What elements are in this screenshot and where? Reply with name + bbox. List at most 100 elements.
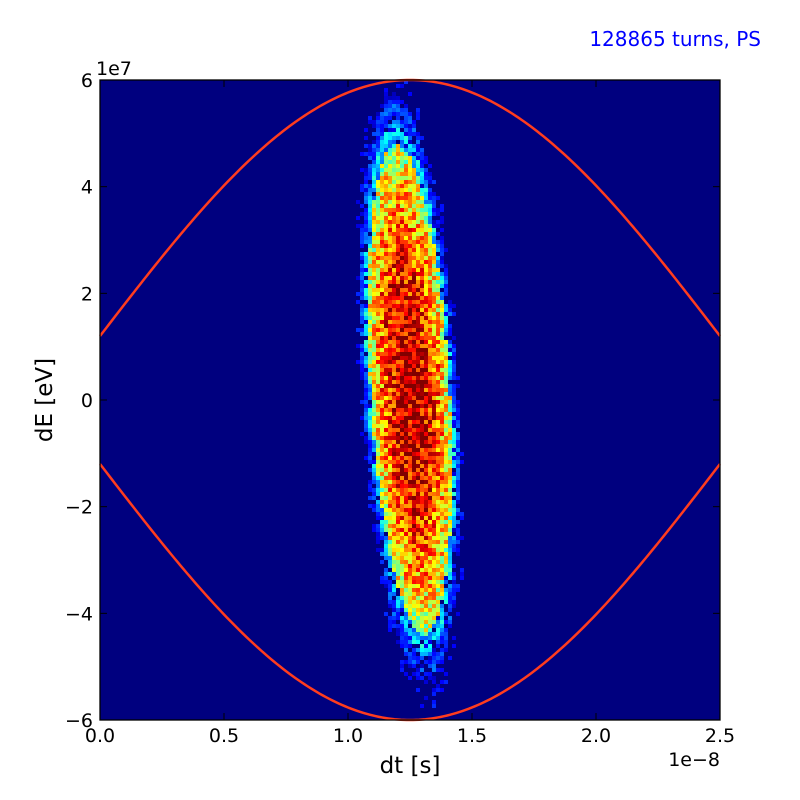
heatmap-cell <box>404 112 408 116</box>
heatmap-cell <box>404 240 408 244</box>
heatmap-cell <box>384 544 388 548</box>
heatmap-cell <box>388 588 392 592</box>
heatmap-cell <box>416 308 420 312</box>
heatmap-cell <box>424 220 428 224</box>
heatmap-cell <box>444 408 448 412</box>
heatmap-cell <box>380 316 384 320</box>
heatmap-cell <box>416 316 420 320</box>
heatmap-cell <box>416 660 420 664</box>
heatmap-cell <box>396 264 400 268</box>
heatmap-cell <box>384 200 388 204</box>
heatmap-cell <box>416 152 420 156</box>
heatmap-cell <box>384 572 388 576</box>
heatmap-cell <box>408 436 412 440</box>
heatmap-cell <box>388 436 392 440</box>
heatmap-cell <box>424 480 428 484</box>
heatmap-cell <box>384 456 388 460</box>
heatmap-cell <box>392 200 396 204</box>
heatmap-cell <box>376 468 380 472</box>
heatmap-cell <box>404 224 408 228</box>
heatmap-cell <box>396 576 400 580</box>
heatmap-cell <box>372 256 376 260</box>
heatmap-cell <box>400 176 404 180</box>
heatmap-cell <box>356 276 360 280</box>
heatmap-cell <box>380 244 384 248</box>
heatmap-cell <box>404 160 408 164</box>
heatmap-cell <box>436 488 440 492</box>
heatmap-cell <box>436 284 440 288</box>
heatmap-cell <box>392 304 396 308</box>
heatmap-cell <box>392 284 396 288</box>
heatmap-cell <box>456 548 460 552</box>
heatmap-cell <box>368 404 372 408</box>
heatmap-cell <box>404 152 408 156</box>
heatmap-cell <box>436 600 440 604</box>
heatmap-cell <box>396 640 400 644</box>
heatmap-cell <box>424 596 428 600</box>
heatmap-cell <box>408 416 412 420</box>
heatmap-cell <box>364 212 368 216</box>
heatmap-cell <box>408 656 412 660</box>
heatmap-cell <box>428 232 432 236</box>
heatmap-cell <box>360 284 364 288</box>
heatmap-cell <box>452 424 456 428</box>
heatmap-cell <box>404 536 408 540</box>
heatmap-cell <box>388 396 392 400</box>
heatmap-cell <box>368 184 372 188</box>
heatmap-cell <box>408 160 412 164</box>
heatmap-cell <box>400 592 404 596</box>
x-tick-label: 2.5 <box>705 725 735 747</box>
heatmap-cell <box>432 264 436 268</box>
heatmap-cell <box>404 376 408 380</box>
heatmap-cell <box>408 196 412 200</box>
heatmap-cell <box>384 232 388 236</box>
heatmap-cell <box>388 280 392 284</box>
heatmap-cell <box>384 312 388 316</box>
heatmap-cell <box>376 296 380 300</box>
heatmap-cell <box>420 600 424 604</box>
heatmap-cell <box>428 348 432 352</box>
heatmap-cell <box>432 428 436 432</box>
heatmap-cell <box>416 184 420 188</box>
heatmap-cell <box>364 420 368 424</box>
heatmap-cell <box>428 524 432 528</box>
heatmap-cell <box>416 216 420 220</box>
heatmap-cell <box>444 416 448 420</box>
heatmap-cell <box>428 320 432 324</box>
heatmap-cell <box>408 380 412 384</box>
heatmap-cell <box>416 672 420 676</box>
heatmap-cell <box>400 196 404 200</box>
heatmap-cell <box>368 320 372 324</box>
heatmap-cell <box>392 148 396 152</box>
heatmap-cell <box>360 224 364 228</box>
heatmap-cell <box>428 292 432 296</box>
heatmap-cell <box>384 280 388 284</box>
heatmap-cell <box>412 556 416 560</box>
heatmap-cell <box>380 256 384 260</box>
heatmap-cell <box>448 592 452 596</box>
heatmap-cell <box>432 496 436 500</box>
heatmap-cell <box>424 484 428 488</box>
heatmap-cell <box>408 548 412 552</box>
heatmap-cell <box>404 292 408 296</box>
heatmap-cell <box>448 416 452 420</box>
heatmap-cell <box>392 524 396 528</box>
heatmap-cell <box>400 328 404 332</box>
heatmap-cell <box>400 528 404 532</box>
heatmap-cell <box>428 408 432 412</box>
heatmap-cell <box>404 424 408 428</box>
heatmap-cell <box>364 316 368 320</box>
heatmap-cell <box>452 512 456 516</box>
heatmap-cell <box>384 512 388 516</box>
heatmap-cell <box>400 224 404 228</box>
heatmap-cell <box>396 572 400 576</box>
heatmap-cell <box>380 320 384 324</box>
heatmap-cell <box>376 316 380 320</box>
heatmap-cell <box>444 672 448 676</box>
heatmap-cell <box>392 108 396 112</box>
heatmap-cell <box>456 468 460 472</box>
heatmap-cell <box>372 292 376 296</box>
heatmap-cell <box>404 268 408 272</box>
heatmap-cell <box>420 308 424 312</box>
heatmap-cell <box>388 140 392 144</box>
